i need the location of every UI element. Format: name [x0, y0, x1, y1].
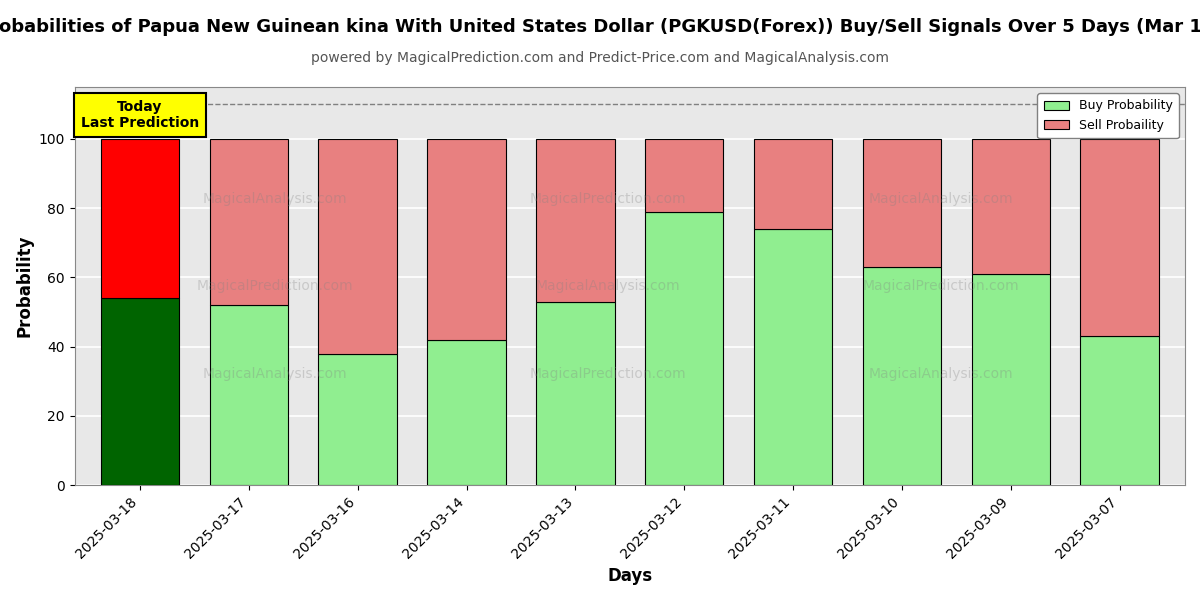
Text: powered by MagicalPrediction.com and Predict-Price.com and MagicalAnalysis.com: powered by MagicalPrediction.com and Pre… — [311, 51, 889, 65]
Bar — [210, 139, 288, 305]
Text: Today
Last Prediction: Today Last Prediction — [80, 100, 199, 130]
Bar — [536, 302, 614, 485]
Text: Probabilities of Papua New Guinean kina With United States Dollar (PGKUSD(Forex): Probabilities of Papua New Guinean kina … — [0, 18, 1200, 36]
Bar — [427, 139, 505, 340]
Bar — [427, 340, 505, 485]
Bar — [1080, 139, 1159, 337]
Bar — [101, 139, 179, 298]
X-axis label: Days: Days — [607, 567, 653, 585]
Text: MagicalAnalysis.com: MagicalAnalysis.com — [535, 279, 680, 293]
Bar — [754, 229, 833, 485]
Bar — [1080, 337, 1159, 485]
Text: MagicalAnalysis.com: MagicalAnalysis.com — [869, 191, 1013, 206]
Bar — [863, 267, 941, 485]
Text: MagicalAnalysis.com: MagicalAnalysis.com — [203, 367, 347, 381]
Bar — [101, 298, 179, 485]
Legend: Buy Probability, Sell Probaility: Buy Probability, Sell Probaility — [1037, 93, 1178, 138]
Bar — [863, 139, 941, 267]
Text: MagicalAnalysis.com: MagicalAnalysis.com — [869, 367, 1013, 381]
Bar — [318, 139, 397, 353]
Bar — [210, 305, 288, 485]
Text: MagicalPrediction.com: MagicalPrediction.com — [529, 367, 686, 381]
Bar — [754, 139, 833, 229]
Bar — [318, 353, 397, 485]
Bar — [972, 274, 1050, 485]
Bar — [536, 139, 614, 302]
Y-axis label: Probability: Probability — [16, 235, 34, 337]
Text: MagicalPrediction.com: MagicalPrediction.com — [197, 279, 353, 293]
Text: MagicalPrediction.com: MagicalPrediction.com — [529, 191, 686, 206]
Text: MagicalAnalysis.com: MagicalAnalysis.com — [203, 191, 347, 206]
Bar — [646, 212, 724, 485]
Bar — [646, 139, 724, 212]
Text: MagicalPrediction.com: MagicalPrediction.com — [863, 279, 1019, 293]
Bar — [972, 139, 1050, 274]
